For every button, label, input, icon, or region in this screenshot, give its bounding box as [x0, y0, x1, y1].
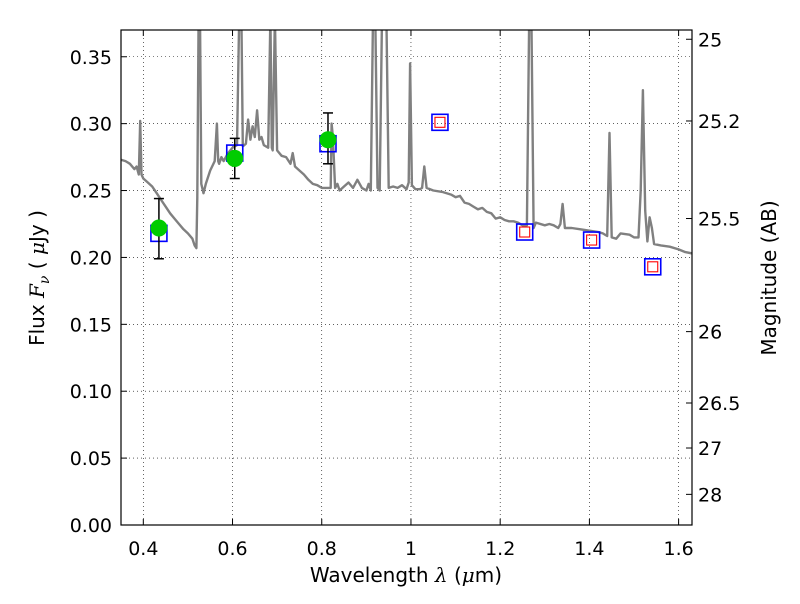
x-axis-label-mu: μ — [462, 563, 475, 587]
mag-tick-label: 26 — [698, 322, 722, 344]
y-tick-label: 0.30 — [70, 114, 112, 136]
limit-square — [586, 234, 598, 246]
plot-background — [121, 30, 692, 525]
y-tick-label: 0.20 — [70, 247, 112, 269]
mag-tick-label: 27 — [698, 438, 722, 460]
y-axis-label: Flux Fν ( μJy ) — [25, 210, 53, 346]
model-photometry-square — [431, 113, 449, 132]
y-axis-label-subscript: ν — [37, 275, 53, 284]
x-axis-label: Wavelength λ (μm) — [310, 563, 502, 587]
x-tick-label: 0.8 — [307, 538, 337, 560]
spectrum-line — [121, 30, 692, 255]
mag-tick-label: 26.5 — [698, 393, 740, 415]
y-axis-label-paren: ( — [25, 261, 49, 269]
x-axis-label-paren: ( — [454, 563, 462, 587]
x-axis-label-text: Wavelength — [310, 563, 429, 587]
y2-axis-label: Magnitude (AB) — [757, 200, 781, 355]
magnitude-axis-ticks: 25 25.2 25.5 26 26.5 27 28 — [686, 29, 740, 506]
model-photometry-square — [515, 223, 534, 241]
mag-tick-label: 25 — [698, 29, 722, 51]
mag-tick-label: 25.5 — [698, 209, 740, 231]
y-axis-label-text: Flux — [25, 304, 49, 346]
y-tick-label: 0.25 — [70, 181, 112, 203]
x-tick-label: 1.4 — [574, 538, 604, 560]
limit-square — [647, 261, 659, 273]
plot-frame — [120, 29, 693, 526]
plot-area — [121, 30, 692, 276]
y-axis-ticks: 0.00 0.05 0.10 0.15 0.20 0.25 0.30 0.35 — [70, 47, 127, 537]
model-photometry-square — [643, 257, 662, 276]
x-axis-ticks: 0.4 0.6 0.8 1 1.2 1.4 1.6 — [128, 30, 694, 560]
x-axis-label-symbol: λ — [434, 563, 448, 587]
x-tick-label: 0.4 — [128, 538, 158, 560]
x-tick-label: 1.2 — [485, 538, 515, 560]
series-layer — [121, 30, 692, 276]
mag-tick-label: 28 — [698, 484, 722, 506]
mag-tick-label: 25.2 — [698, 111, 740, 133]
limit-square — [434, 116, 446, 128]
x-tick-label: 0.6 — [217, 538, 247, 560]
y-axis-label-symbol: F — [25, 283, 49, 299]
observed-point — [226, 149, 244, 167]
model-photometry-square — [582, 231, 601, 249]
y-tick-label: 0.05 — [70, 448, 112, 470]
x-tick-label: 1 — [405, 538, 417, 560]
observed-point — [150, 219, 168, 237]
limit-square — [519, 226, 531, 238]
y-tick-label: 0.10 — [70, 381, 112, 403]
y-axis-label-unit: Jy ) — [25, 210, 49, 244]
grid-lines — [121, 30, 692, 526]
x-tick-label: 1.6 — [664, 538, 694, 560]
y-tick-label: 0.00 — [70, 515, 112, 537]
y-tick-label: 0.15 — [70, 314, 112, 336]
x-axis-label-unit: m) — [475, 563, 502, 587]
y-axis-label-mu: μ — [25, 242, 49, 255]
y-tick-label: 0.35 — [70, 47, 112, 69]
observed-point — [319, 131, 337, 149]
